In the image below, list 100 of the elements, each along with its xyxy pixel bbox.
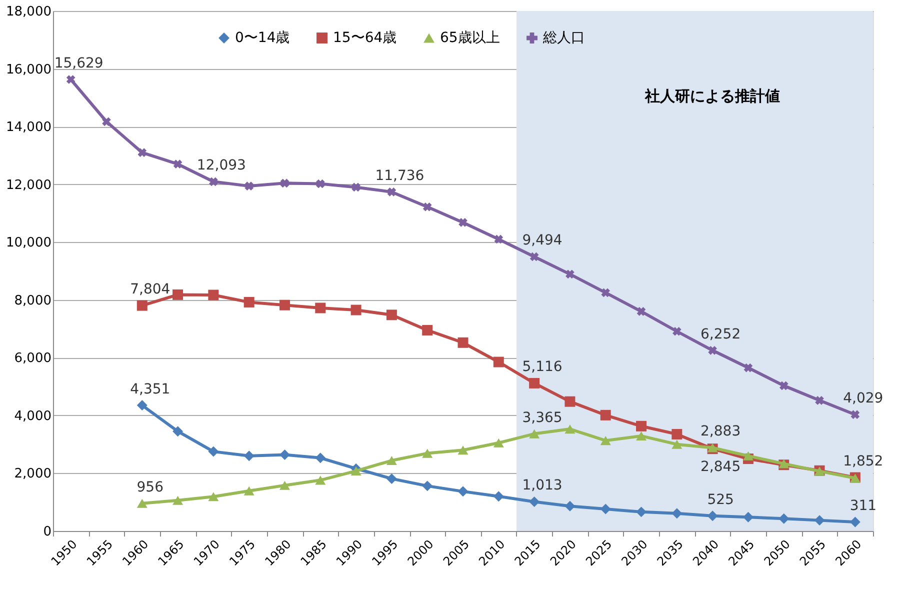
point: [530, 252, 539, 262]
point: [564, 424, 576, 434]
point: [814, 515, 825, 526]
point: [742, 451, 754, 460]
point: [566, 270, 574, 279]
y-tick-label: 4,000: [14, 408, 52, 424]
point: [600, 436, 611, 446]
y-tick-label: 2,000: [14, 466, 52, 482]
point: [422, 202, 432, 212]
point: [600, 504, 611, 514]
data-label: 4,351: [130, 381, 170, 398]
data-label: 311: [850, 498, 877, 514]
data-label: 15,629: [54, 55, 104, 72]
data-label: 9,494: [522, 232, 562, 249]
point: [494, 234, 504, 244]
data-label: 956: [136, 479, 164, 496]
point: [564, 396, 576, 407]
data-label: 5,116: [522, 359, 562, 376]
y-tick-label: 0: [43, 524, 52, 540]
data-label: 2,883: [700, 424, 741, 440]
point: [352, 182, 360, 192]
point: [386, 310, 397, 320]
legend-label: 総人口: [542, 30, 585, 46]
point: [136, 498, 148, 508]
data-label: 2,845: [700, 458, 741, 475]
point: [315, 476, 326, 485]
point: [386, 456, 397, 466]
point: [778, 513, 790, 524]
point: [387, 188, 396, 196]
point: [744, 363, 753, 372]
y-tick-label: 18,000: [6, 4, 52, 20]
point: [529, 378, 540, 388]
data-label: 1,013: [522, 478, 562, 494]
point: [102, 117, 111, 126]
y-tick-label: 12,000: [6, 178, 52, 193]
point: [244, 296, 254, 308]
point: [208, 290, 219, 300]
point: [315, 302, 326, 314]
data-label: 4,029: [843, 390, 884, 407]
data-label: 12,093: [196, 158, 246, 174]
point: [600, 410, 611, 420]
point: [208, 492, 219, 502]
point: [209, 177, 218, 186]
point: [672, 440, 682, 449]
point: [350, 466, 362, 476]
point: [672, 508, 682, 519]
point: [708, 346, 717, 355]
point: [815, 396, 824, 405]
point: [172, 426, 184, 437]
data-label: 525: [707, 492, 734, 508]
point: [636, 431, 647, 440]
point: [422, 324, 433, 336]
point: [529, 496, 540, 507]
point: [172, 289, 184, 300]
point: [422, 448, 433, 458]
point: [280, 178, 290, 188]
point: [636, 420, 647, 432]
legend-label: 0〜14歳: [235, 30, 290, 46]
point: [779, 381, 788, 390]
y-tick-label: 14,000: [6, 120, 52, 136]
point: [136, 300, 148, 311]
y-tick-label: 10,000: [6, 236, 52, 251]
point: [493, 438, 504, 448]
point: [742, 512, 754, 522]
point: [138, 148, 147, 157]
point: [850, 410, 860, 420]
y-tick-label: 8,000: [14, 293, 52, 308]
point: [458, 486, 468, 497]
point: [672, 326, 682, 336]
point: [422, 480, 433, 492]
point: [244, 182, 254, 190]
band-label: 社人研による推計値: [644, 87, 780, 105]
point: [350, 304, 362, 316]
legend-label: 65歳以上: [440, 30, 500, 46]
point: [208, 446, 219, 457]
point: [244, 450, 254, 462]
point: [315, 452, 326, 464]
point: [316, 179, 325, 188]
point: [529, 429, 540, 438]
point: [458, 337, 468, 348]
point: [636, 307, 646, 316]
point: [707, 510, 718, 522]
point: [601, 288, 610, 298]
point: [173, 160, 182, 169]
point: [458, 446, 468, 455]
point: [279, 300, 290, 310]
point: [279, 449, 290, 460]
point: [136, 400, 148, 411]
point: [458, 218, 468, 227]
point: [386, 473, 397, 484]
y-tick-label: 6,000: [14, 351, 52, 366]
point: [66, 75, 76, 84]
y-tick-label: 16,000: [6, 62, 52, 78]
point: [493, 491, 504, 502]
data-label: 11,736: [375, 168, 424, 184]
legend-label: 15〜64歳: [333, 30, 397, 46]
data-label: 6,252: [700, 326, 741, 342]
point: [850, 516, 860, 528]
data-label: 1,852: [843, 454, 884, 470]
data-label: 3,365: [522, 410, 562, 426]
